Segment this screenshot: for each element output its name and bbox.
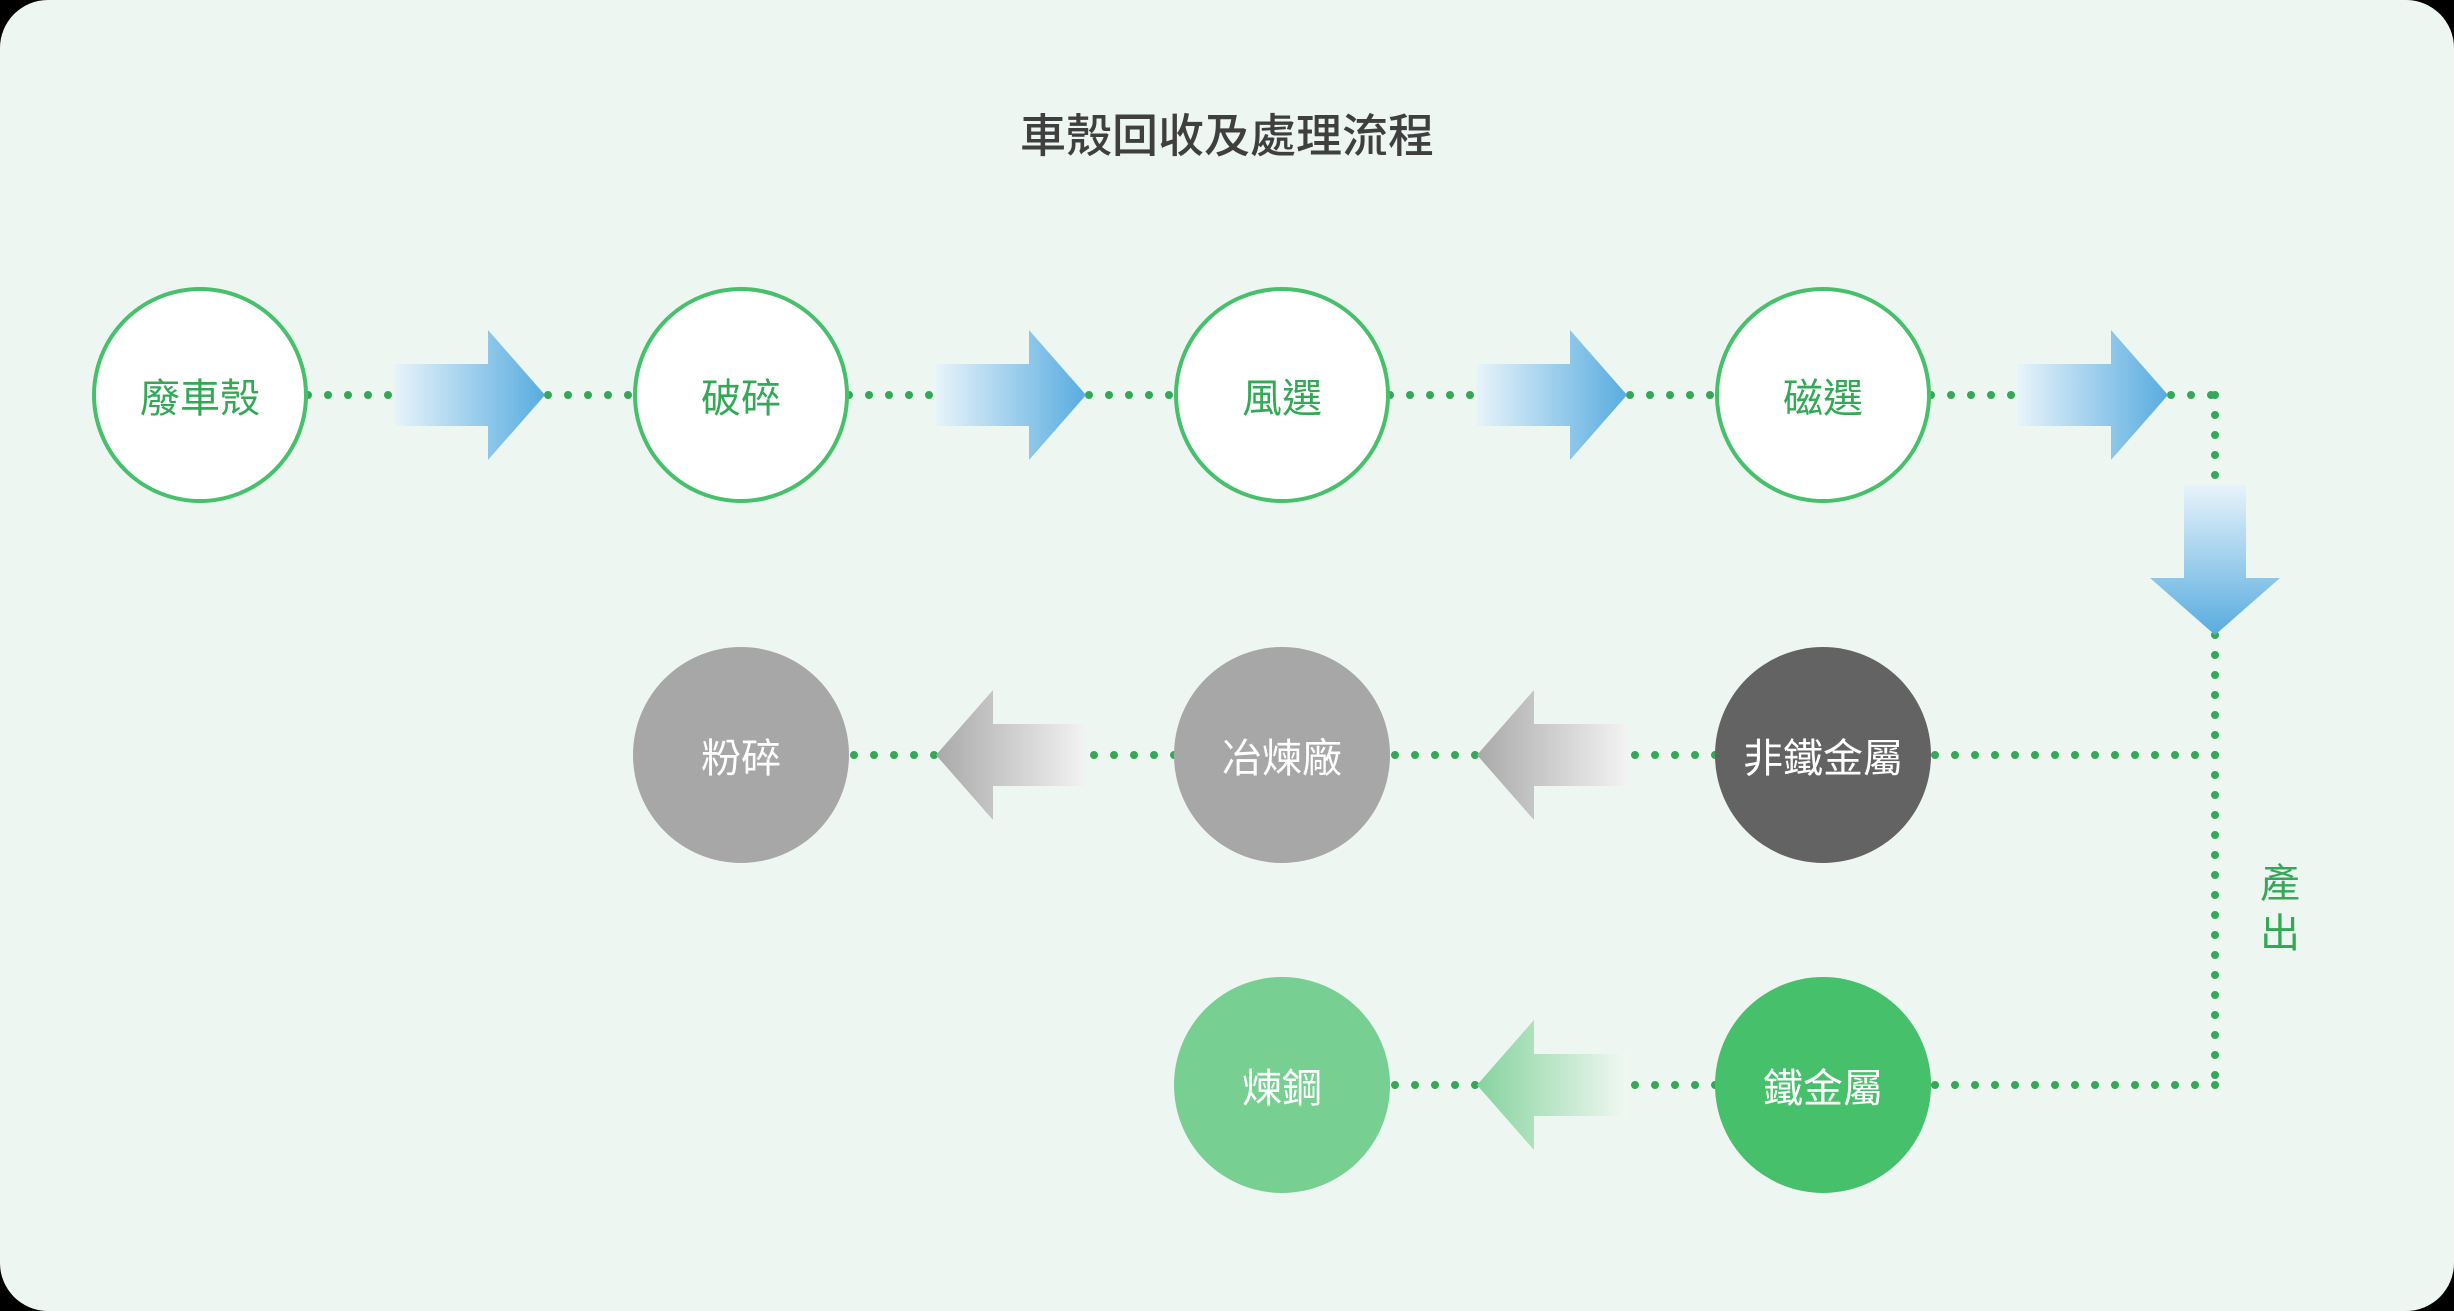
flow-node-label: 冶煉廠 [1222,726,1342,784]
flow-node-n7: 粉碎 [633,647,849,863]
flow-node-n5: 非鐵金屬 [1715,647,1931,863]
side-label: 產出 [2260,855,2300,955]
flow-node-label: 煉鋼 [1242,1056,1322,1114]
flow-node-n2: 破碎 [633,287,849,503]
flow-node-n4: 磁選 [1715,287,1931,503]
side-label-char: 產 [2260,855,2300,905]
flow-node-n1: 廢車殼 [92,287,308,503]
flow-node-label: 磁選 [1783,366,1863,424]
diagram-root: 車殼回收及處理流程廢車殼 破碎 風選 磁選非鐵金屬 冶煉廠 粉碎鐵金屬 煉鋼 產出 [0,0,2454,1311]
flow-arrow [936,330,1086,460]
flow-node-n6: 冶煉廠 [1174,647,1390,863]
flow-node-label: 非鐵金屬 [1743,726,1903,784]
flow-node-label: 鐵金屬 [1763,1056,1883,1114]
diagram-title: 車殼回收及處理流程 [0,100,2454,166]
flow-arrow [1477,330,1627,460]
flow-node-label: 粉碎 [701,726,781,784]
flow-node-label: 破碎 [701,366,781,424]
flow-arrow [1477,1020,1627,1150]
flow-node-n8: 鐵金屬 [1715,977,1931,1193]
flow-node-n3: 風選 [1174,287,1390,503]
flow-arrow [1477,690,1627,820]
flow-arrow [395,330,545,460]
flow-arrow [2150,485,2280,635]
flow-node-n9: 煉鋼 [1174,977,1390,1193]
side-label-char: 出 [2260,905,2300,955]
flow-node-label: 廢車殼 [140,366,260,424]
flow-arrow [936,690,1086,820]
flow-arrow [2018,330,2168,460]
flow-node-label: 風選 [1242,366,1322,424]
